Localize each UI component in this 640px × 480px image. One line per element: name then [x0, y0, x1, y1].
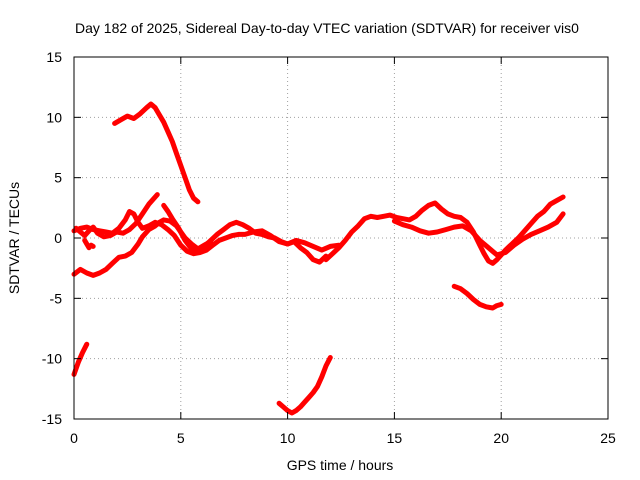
x-tick-label: 15	[387, 430, 403, 446]
x-tick-label: 10	[280, 430, 296, 446]
y-tick-label: -10	[42, 351, 62, 367]
y-tick-label: 10	[46, 109, 62, 125]
series-line-arc-4	[82, 237, 96, 251]
x-tick-label: 5	[177, 430, 185, 446]
x-axis-label: GPS time / hours	[287, 457, 394, 473]
series-line-arc-3	[73, 192, 160, 240]
y-axis-label: SDTVAR / TECUs	[6, 182, 22, 294]
series-line-arc-10	[391, 211, 566, 258]
y-tick-label: -15	[42, 411, 62, 427]
series-group	[71, 101, 566, 416]
chart-title: Day 182 of 2025, Sidereal Day-to-day VTE…	[75, 20, 579, 36]
series-line-arc-11	[451, 283, 504, 311]
x-tick-label: 0	[70, 430, 78, 446]
series-line-arc-1	[71, 341, 90, 377]
axes: 0 5 10 15 20 25 -15 -10 -5 0 5 10 15	[42, 49, 616, 446]
y-tick-label: 15	[46, 49, 62, 65]
x-tick-label: 20	[493, 430, 509, 446]
y-tick-label: 0	[54, 230, 62, 246]
series-line-arc-8	[276, 355, 333, 416]
series-line-arc-6	[161, 202, 329, 265]
y-tick-label: 5	[54, 170, 62, 186]
series-line-arc-9	[323, 194, 566, 266]
x-tick-label: 25	[600, 430, 616, 446]
y-tick-label: -5	[50, 290, 63, 306]
series-line-arc-7	[112, 101, 201, 205]
